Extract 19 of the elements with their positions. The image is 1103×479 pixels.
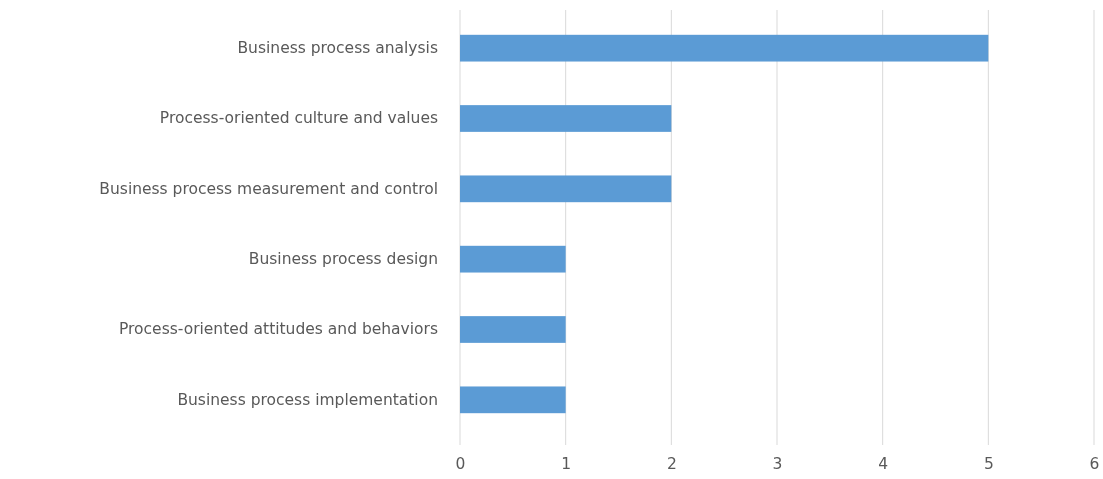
- x-tick-label: 4: [878, 455, 889, 474]
- y-tick-label: Business process design: [248, 250, 438, 269]
- x-tick-label: 2: [666, 455, 677, 474]
- y-tick-label: Process-oriented culture and values: [159, 109, 438, 128]
- y-tick-label: Process-oriented attitudes and behaviors: [118, 320, 438, 339]
- bar: [460, 175, 672, 203]
- y-tick-label: Business process implementation: [177, 390, 438, 409]
- x-tick-label: 6: [1089, 455, 1100, 474]
- bar: [460, 386, 566, 414]
- x-tick-label: 1: [561, 455, 572, 474]
- bar: [460, 316, 566, 343]
- bar: [460, 105, 672, 132]
- x-tick-label: 3: [772, 455, 783, 474]
- bar: [460, 34, 989, 62]
- bar: [460, 245, 566, 273]
- y-tick-label: Business process analysis: [237, 39, 438, 58]
- x-tick-label: 0: [455, 455, 466, 474]
- x-tick-label: 5: [983, 455, 994, 474]
- y-tick-label: Business process measurement and control: [99, 179, 438, 198]
